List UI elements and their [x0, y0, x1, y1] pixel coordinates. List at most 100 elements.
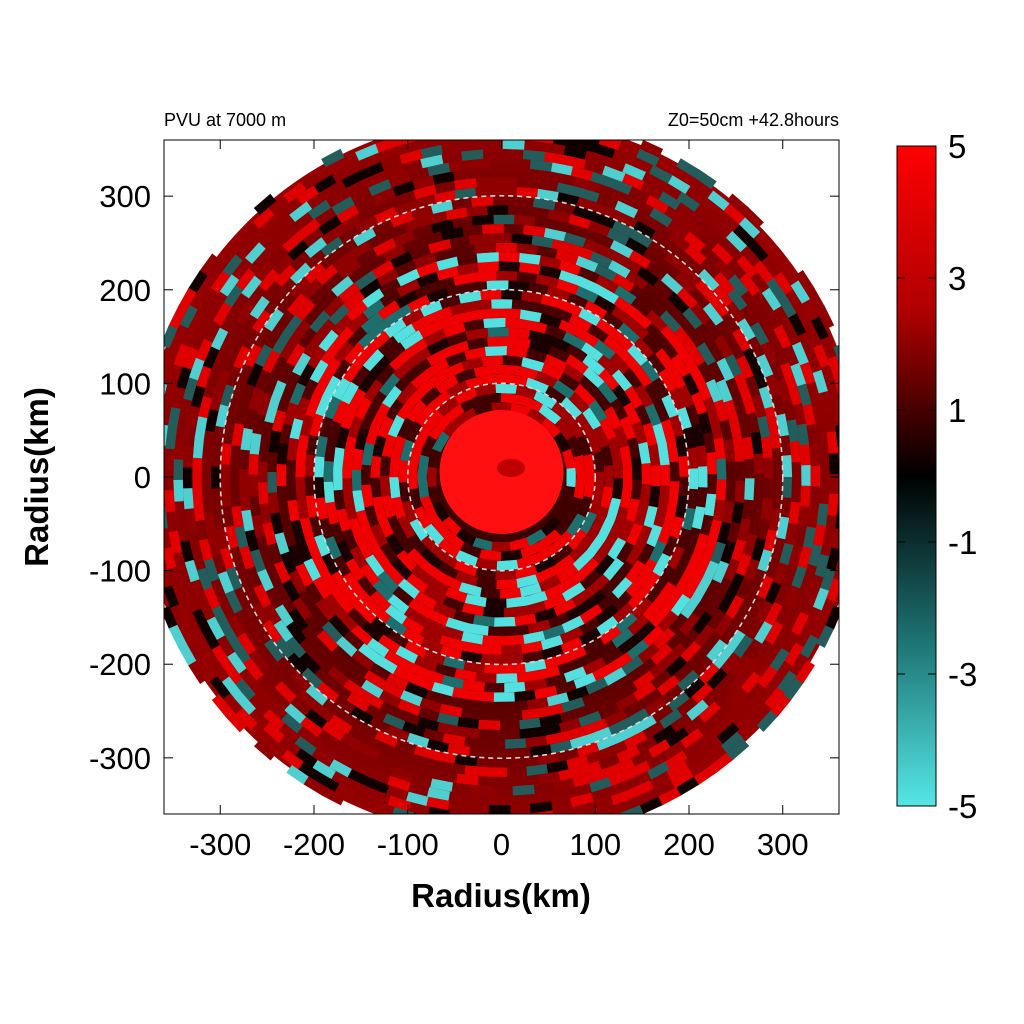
- field-cell: [534, 555, 558, 574]
- field-cell: [706, 639, 728, 662]
- field-cell: [586, 533, 607, 557]
- field-cell: [225, 590, 243, 614]
- field-cell: [595, 604, 619, 625]
- field-cell: [296, 726, 320, 747]
- field-cell: [818, 390, 833, 414]
- field-cell: [432, 601, 457, 619]
- field-cell: [756, 575, 774, 599]
- field-cell: [244, 343, 263, 368]
- field-cell: [514, 384, 539, 400]
- field-cell: [526, 407, 548, 426]
- field-cell: [316, 681, 340, 703]
- field-cell: [521, 707, 545, 720]
- field-cell: [195, 338, 213, 363]
- field-cell: [147, 423, 159, 446]
- field-cell: [249, 296, 270, 320]
- field-cell: [476, 261, 499, 273]
- field-cell: [353, 270, 377, 291]
- field-cell: [791, 341, 809, 366]
- field-cell: [465, 623, 489, 636]
- field-cell: [538, 574, 563, 592]
- field-cell: [209, 388, 224, 413]
- field-cell: [631, 597, 653, 620]
- field-cell: [192, 498, 205, 522]
- field-cell: [284, 703, 307, 725]
- field-cell: [684, 748, 708, 769]
- field-cell: [168, 624, 187, 649]
- y-tick-label: 200: [99, 273, 151, 308]
- field-cell: [520, 541, 545, 559]
- field-cell: [331, 251, 355, 273]
- field-cell: [460, 140, 484, 152]
- field-cell: [274, 636, 295, 660]
- field-cell: [420, 154, 444, 169]
- field-cell: [423, 649, 447, 666]
- field-cell: [149, 403, 162, 426]
- colorbar-tick-label: -3: [948, 656, 977, 693]
- field-cell: [751, 538, 766, 562]
- field-cell: [285, 636, 307, 660]
- field-cell: [660, 324, 682, 348]
- field-cell: [322, 295, 345, 318]
- field-cell: [756, 354, 774, 378]
- field-cell: [497, 261, 520, 272]
- field-cell: [790, 362, 807, 387]
- field-cell: [500, 289, 523, 300]
- field-cell: [351, 624, 374, 647]
- field-cell: [539, 713, 563, 728]
- field-cell: [442, 733, 466, 747]
- field-cell: [667, 365, 686, 389]
- field-cell: [336, 609, 359, 633]
- field-cell: [604, 406, 623, 430]
- field-cell: [667, 230, 691, 252]
- field-cell: [320, 236, 344, 257]
- field-cell: [506, 596, 529, 609]
- field-cell: [524, 601, 548, 616]
- field-cell: [620, 804, 645, 814]
- field-cell: [439, 635, 463, 651]
- field-cell: [246, 363, 264, 387]
- field-cell: [274, 532, 290, 556]
- field-cell: [589, 171, 613, 188]
- field-cell: [358, 643, 382, 664]
- field-cell: [594, 471, 605, 494]
- field-cell: [520, 395, 545, 413]
- field-cell: [311, 748, 335, 768]
- field-cell: [459, 112, 481, 123]
- field-cell: [248, 387, 264, 411]
- field-cell: [497, 252, 520, 263]
- field-cell: [561, 615, 586, 634]
- field-cell: [616, 812, 623, 814]
- field-cell: [655, 581, 677, 605]
- field-cell: [221, 254, 243, 278]
- field-cell: [376, 300, 401, 321]
- field-cell: [577, 307, 601, 326]
- field-cell: [283, 402, 299, 426]
- field-cell: [569, 166, 594, 181]
- field-cell: [338, 258, 362, 279]
- field-cell: [647, 760, 671, 780]
- field-cell: [680, 595, 701, 619]
- field-cell: [810, 464, 821, 487]
- field-cell: [715, 478, 727, 501]
- field-cell: [541, 703, 565, 718]
- field-cell: [325, 501, 339, 525]
- field-cell: [485, 767, 508, 777]
- field-cell: [221, 676, 243, 700]
- field-cell: [408, 445, 422, 469]
- field-cell: [610, 651, 634, 672]
- field-cell: [464, 765, 487, 777]
- field-cell: [538, 529, 562, 551]
- field-cell: [560, 636, 585, 654]
- field-cell: [522, 831, 544, 842]
- field-cell: [741, 671, 762, 694]
- field-cell: [251, 602, 271, 626]
- field-cell: [360, 563, 381, 587]
- field-cell: [361, 171, 385, 189]
- field-cell: [296, 434, 309, 458]
- field-cell: [234, 238, 257, 262]
- field-cell: [627, 249, 651, 269]
- field-cell: [474, 186, 497, 197]
- field-cell: [566, 513, 586, 537]
- field-cell: [490, 814, 512, 823]
